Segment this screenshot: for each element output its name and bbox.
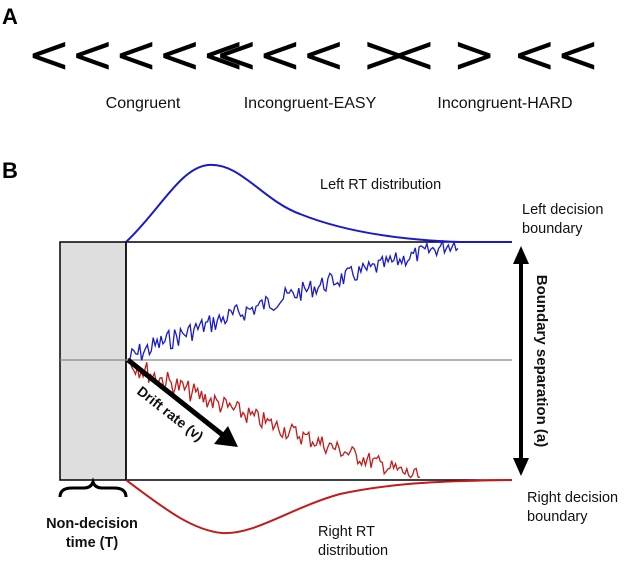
left-evidence-path <box>128 240 459 361</box>
right-rt-label-line1: Right RT <box>318 524 375 540</box>
label-incongruent-easy: Incongruent-EASY <box>244 95 377 112</box>
boundary-separation-label: Boundary separation (a) <box>533 275 550 448</box>
right-evidence-path <box>127 357 421 479</box>
label-congruent: Congruent <box>106 95 181 112</box>
panel-b-letter: B <box>2 158 18 183</box>
label-incongruent-hard: Incongruent-HARD <box>437 95 572 112</box>
non-decision-time-box <box>59 241 127 481</box>
stimulus-incongruent-hard: < > << <box>392 25 599 85</box>
boundary-separation-arrow <box>513 246 529 476</box>
non-decision-brace <box>58 477 128 498</box>
left-rt-label: Left RT distribution <box>320 177 441 193</box>
right-rt-distribution-curve <box>125 479 513 535</box>
left-boundary-label-line2: boundary <box>522 221 583 237</box>
stimulus-congruent: <<<<< <box>27 25 245 85</box>
stimulus-incongruent-easy: <<< > <box>215 25 406 85</box>
panel-a-letter: A <box>2 4 18 29</box>
right-boundary-label-line2: boundary <box>527 509 588 525</box>
right-rt-label-line2: distribution <box>318 543 388 559</box>
left-boundary-label-line1: Left decision <box>522 202 603 218</box>
non-decision-label-line2: time (T) <box>66 535 119 551</box>
right-boundary-label-line1: Right decision <box>527 490 618 506</box>
non-decision-label-line1: Non-decision <box>46 516 138 532</box>
drift-rate-arrow <box>126 358 238 447</box>
left-rt-distribution-curve <box>125 163 512 243</box>
